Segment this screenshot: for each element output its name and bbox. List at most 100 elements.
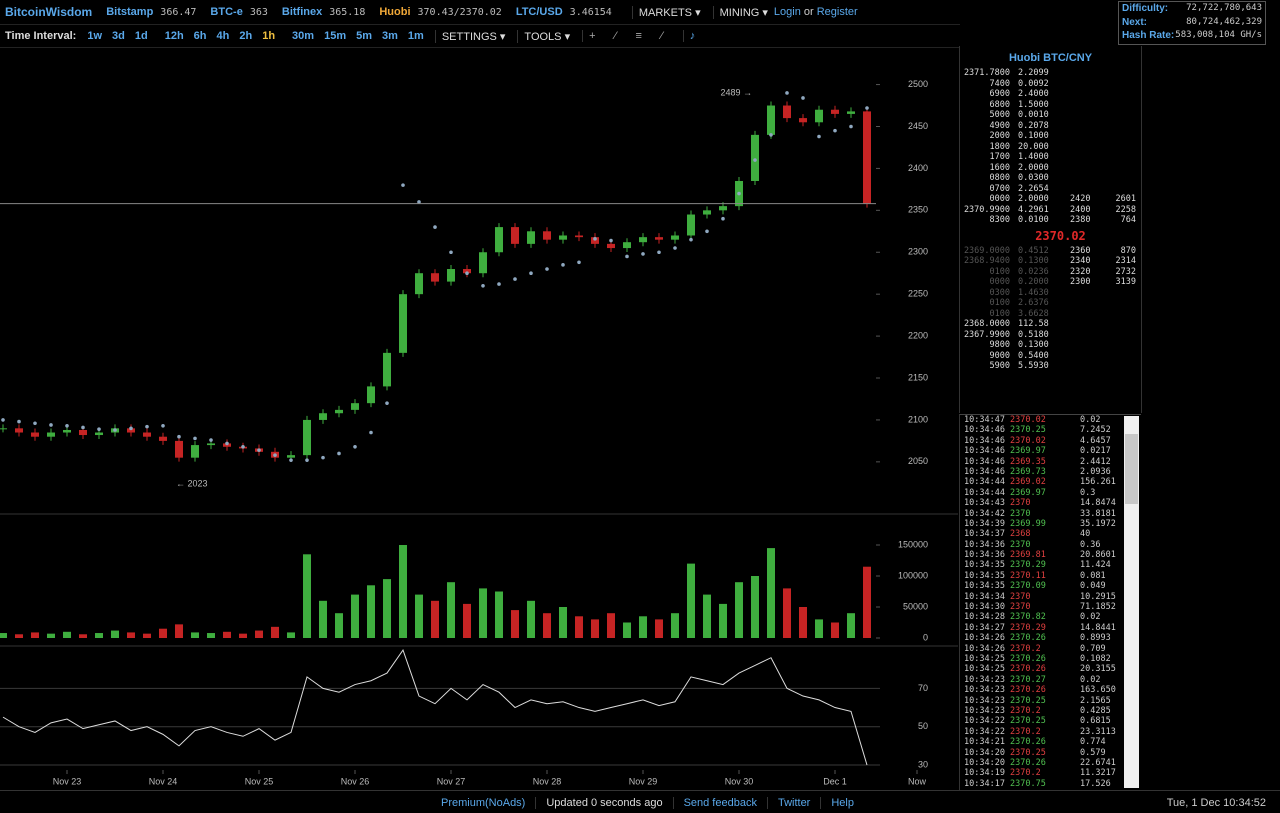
trade-row: 10:34:35 2370.11 0.081: [960, 571, 1141, 581]
scrollbar[interactable]: [1124, 416, 1139, 788]
book-price: 0100: [989, 308, 1010, 319]
sar-dot: [49, 423, 53, 427]
ticker[interactable]: Bitstamp 366.47: [106, 6, 196, 18]
interval[interactable]: 4h: [216, 30, 230, 42]
book-amount: 3.6628: [1018, 308, 1049, 319]
book-row: 0100 0.0236 2320 2732: [960, 267, 1141, 278]
trade-price: 2369.02: [1010, 477, 1046, 488]
depth-volume: 870: [1120, 245, 1136, 256]
interval[interactable]: 6h: [193, 30, 207, 42]
interval[interactable]: 12h: [164, 30, 184, 42]
footer-link[interactable]: Premium(NoAds): [441, 796, 526, 809]
book-amount: 2.4000: [1018, 89, 1049, 99]
trade-amount: 0.774: [1080, 737, 1106, 748]
volume-bar: [127, 632, 135, 639]
y-tick-label: 100000: [898, 570, 928, 580]
ticker-name[interactable]: BTC-e: [210, 6, 243, 18]
trade-amount: 2.1565: [1080, 695, 1111, 706]
interval[interactable]: 1w: [87, 30, 103, 42]
trade-amount: 14.8441: [1080, 622, 1116, 633]
footer-link[interactable]: Help: [820, 796, 864, 809]
interval[interactable]: 1m: [407, 30, 424, 42]
trade-price: 2370.26: [1010, 757, 1046, 768]
menu-label[interactable]: MARKETS: [638, 6, 693, 19]
interval[interactable]: 15m: [324, 30, 347, 42]
stat-value: 72,722,780,643: [1186, 3, 1262, 13]
volume-bar: [831, 622, 839, 639]
trade-amount: 10.2915: [1080, 591, 1116, 602]
sar-dot: [305, 458, 309, 462]
toolbar: Time Interval: 1w 3d 1d 12h 6h 4h 2h 1h 30m 15m 5m…: [0, 24, 960, 48]
ticker[interactable]: BTC-e 363: [210, 6, 267, 18]
settings-menu[interactable]: SETTINGS ▾: [434, 29, 505, 43]
x-tick-label: Nov 27: [437, 776, 466, 786]
volume-bar: [223, 631, 231, 639]
draw-tools[interactable]: + ⁄ ≡ ⁄: [582, 30, 671, 42]
trade-time: 10:34:20: [964, 757, 1005, 768]
login[interactable]: Login: [773, 6, 801, 18]
interval[interactable]: 3d: [112, 30, 125, 42]
menu-label[interactable]: MINING: [719, 6, 760, 19]
trade-amount: 0.3: [1080, 487, 1096, 498]
book-price: 6900: [989, 89, 1010, 99]
book-price: 2368.9400: [963, 256, 1010, 266]
trade-price: 2370.25: [1010, 425, 1046, 436]
volume-bar: [463, 603, 471, 639]
trade-time: 10:34:19: [964, 768, 1005, 779]
interval[interactable]: 1h: [262, 30, 276, 42]
y-tick-label: 2050: [908, 456, 928, 466]
menu-label[interactable]: SETTINGS: [441, 30, 497, 43]
ticker[interactable]: Bitfinex 365.18: [282, 6, 365, 18]
tools-menu[interactable]: TOOLS ▾: [517, 29, 570, 43]
trade-price: 2370.02: [1010, 435, 1046, 446]
book-price: 1800: [989, 141, 1010, 152]
interval[interactable]: 30m: [292, 30, 315, 42]
interval[interactable]: 5m: [356, 30, 373, 42]
volume-bar: [399, 545, 407, 639]
footer-link[interactable]: Twitter: [766, 796, 820, 809]
trade-price: 2370: [1010, 591, 1031, 602]
volume-bar: [303, 554, 311, 639]
book-price: 0000: [989, 277, 1010, 287]
mining-menu[interactable]: MINING ▾: [712, 5, 768, 19]
trade-amount: 2.4412: [1080, 456, 1111, 467]
y-tick-label: 2400: [908, 163, 928, 173]
interval[interactable]: 1d: [134, 30, 148, 42]
sar-dot: [737, 191, 741, 196]
alert-icon[interactable]: ♪: [682, 30, 695, 42]
chart: 2050 2100 2150 2200 2250 2300 2350 2400 2450 2500…: [0, 79, 958, 786]
candle: [815, 109, 823, 123]
footer-link[interactable]: Send feedback: [672, 796, 767, 809]
volume-bar: [639, 616, 647, 639]
candle: [15, 428, 23, 433]
book-amount: 1.4630: [1018, 287, 1049, 298]
trade-time: 10:34:25: [964, 653, 1005, 664]
trade-amount: 0.081: [1080, 570, 1106, 581]
scroll-thumb[interactable]: [1125, 434, 1138, 504]
book-row: 2368.0000 112.58: [960, 319, 1141, 330]
book-row: 2370.9900 4.2961 2400 2258: [960, 205, 1141, 216]
trade-time: 10:34:36: [964, 550, 1005, 561]
register[interactable]: Register: [816, 6, 858, 18]
volume-bar: [47, 633, 55, 639]
markets-menu[interactable]: MARKETS ▾: [631, 5, 701, 19]
ticker-name[interactable]: Bitfinex: [281, 6, 323, 18]
brand[interactable]: BitcoinWisdom: [5, 5, 93, 19]
ticker[interactable]: LTC/USD 3.46154: [516, 6, 612, 18]
interval[interactable]: 3m: [382, 30, 398, 42]
volume-bar: [287, 632, 295, 639]
volume-bar: [671, 613, 679, 639]
candle: [415, 273, 423, 295]
menu-label[interactable]: TOOLS: [524, 30, 562, 43]
sar-dot: [753, 158, 757, 162]
depth-price: 2380: [1070, 215, 1091, 225]
depth-price: 2400: [1070, 204, 1091, 215]
trade-row: 10:34:34 2370 10.2915: [960, 592, 1141, 602]
ticker-name[interactable]: LTC/USD: [515, 6, 563, 18]
trade-price: 2370: [1010, 602, 1031, 613]
ticker-name[interactable]: Huobi: [379, 6, 411, 18]
book-amount: 0.4512: [1018, 245, 1049, 256]
ticker-name[interactable]: Bitstamp: [106, 6, 154, 18]
interval[interactable]: 2h: [239, 30, 253, 42]
ticker[interactable]: Huobi 370.43/2370.02: [379, 6, 501, 18]
